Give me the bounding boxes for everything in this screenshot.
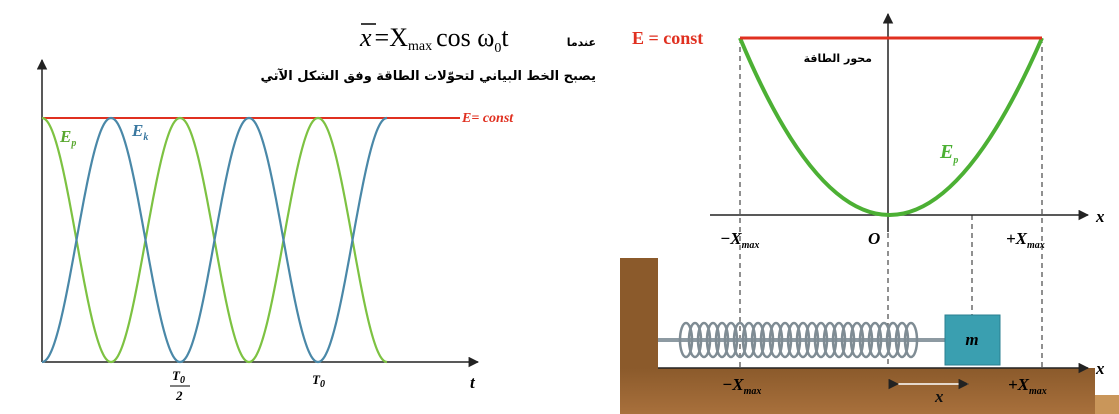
mechanism: m x −Xmax x +Xmax [620,258,1119,414]
axis-label: محور الطاقة [804,52,872,65]
eq-x: x [359,23,372,52]
x-axis: x [1095,207,1105,226]
ep-main: E [939,141,953,163]
eq-cos: cos ω [436,23,494,52]
ep-sub: p [70,138,76,149]
diagram: عندما x=Xmaxcos ω0t يصبح الخط البياني لت… [0,0,1119,414]
time-axis: t [470,373,476,392]
displacement: x [934,387,944,406]
pos-main: +X [1008,375,1030,394]
ep-main: E [59,127,71,146]
p-sub: 0 [320,379,325,390]
neg-main: −X [720,229,742,248]
ek-label: Ek [131,121,148,143]
equation: x=Xmax cos ω0t [359,23,509,56]
hp-sub: 0 [180,375,185,386]
energy-line-label: E = const [632,28,703,48]
pos-xmax: +Xmax [1006,229,1045,251]
pos-sub: max [1029,386,1047,397]
half-period-den: 2 [175,388,183,403]
pos-main: +X [1006,229,1028,248]
energy-line-label: E= const [461,111,514,126]
period: T0 [312,372,325,390]
pos-sub: max [1027,240,1045,251]
origin: O [868,229,880,248]
ep-label: Ep [59,127,76,149]
mass: m [965,330,978,349]
ek-sub: k [143,132,148,143]
condition: عندما [567,36,596,49]
ep-sub: p [952,155,958,166]
ek-main: E [131,121,143,140]
eq-equals: =X [375,23,409,52]
ep-label: Ep [939,141,958,166]
neg-main: −X [722,375,744,394]
half-period: T0 [172,368,185,386]
eq-max: max [408,39,432,54]
neg-xmax: −Xmax [720,229,759,251]
neg-sub: max [744,386,762,397]
eq-zero: 0 [494,41,501,56]
caption: يصبح الخط البياني لتحوّلات الطاقة وفق ال… [261,68,596,84]
neg-sub: max [742,240,760,251]
x-axis: x [1095,359,1105,378]
eq-t: t [501,23,509,52]
